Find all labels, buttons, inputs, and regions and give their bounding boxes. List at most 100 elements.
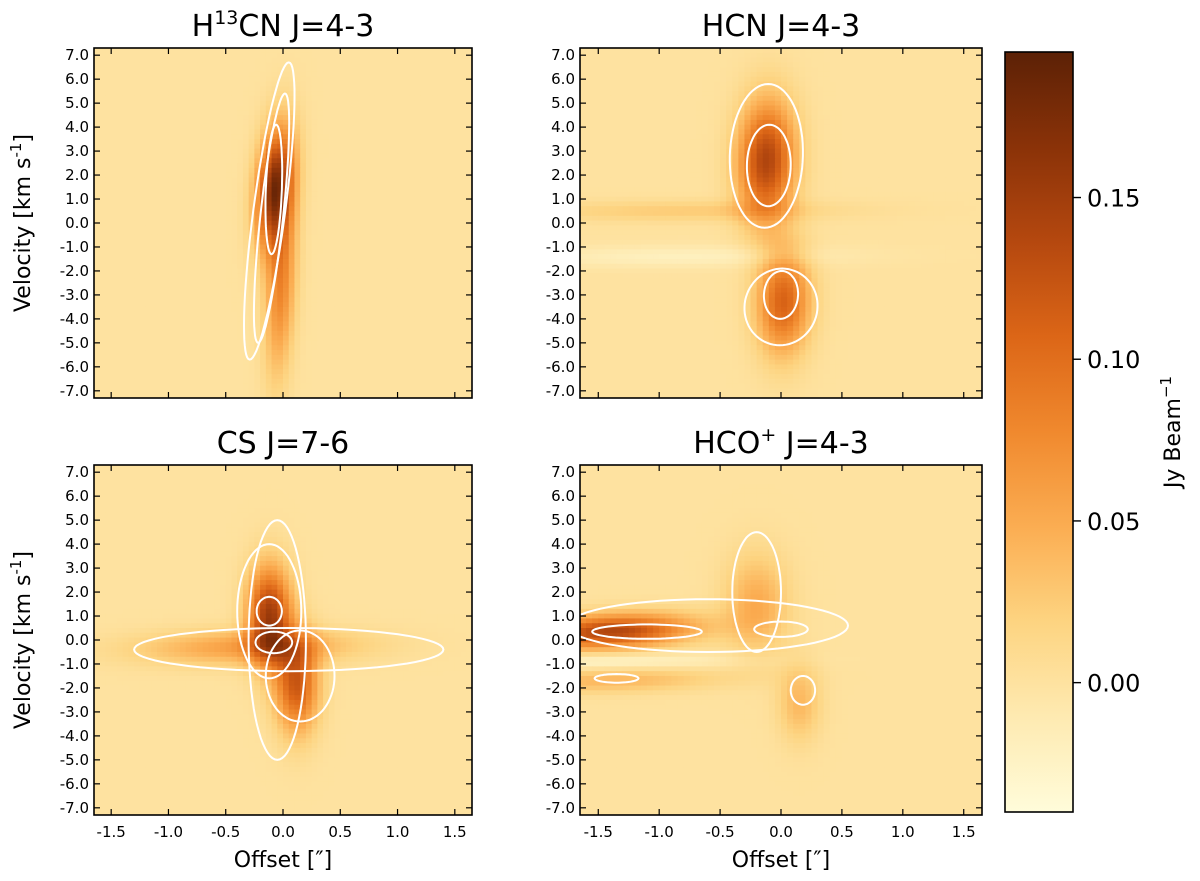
- heatmap-cell: [426, 254, 433, 260]
- heatmap-cell: [202, 134, 210, 140]
- heatmap-cell: [426, 350, 433, 356]
- heatmap-cell: [174, 364, 181, 370]
- heatmap-cell: [328, 119, 336, 126]
- heatmap-cell: [374, 354, 381, 361]
- heatmap-cell: [460, 201, 467, 207]
- heatmap-cell: [185, 335, 192, 342]
- heatmap-cell: [449, 81, 456, 87]
- heatmap-cell: [231, 163, 238, 169]
- heatmap-cell: [185, 62, 192, 68]
- heatmap-cell: [860, 48, 867, 54]
- y-tick-label: -2.0: [60, 262, 89, 280]
- heatmap-cell: [386, 326, 393, 332]
- heatmap-cell: [162, 124, 170, 131]
- heatmap-cell: [94, 119, 101, 126]
- heatmap-cell: [254, 364, 261, 370]
- heatmap-cell: [271, 182, 278, 188]
- heatmap-cell: [248, 163, 255, 169]
- heatmap-cell: [346, 86, 353, 92]
- heatmap-cell: [340, 153, 347, 159]
- heatmap-cell: [202, 143, 210, 150]
- heatmap-cell: [237, 374, 244, 380]
- heatmap-cell: [288, 71, 296, 78]
- heatmap-cell: [391, 206, 399, 212]
- heatmap-cell: [128, 393, 135, 398]
- heatmap-cell: [157, 100, 164, 107]
- heatmap-cell: [340, 129, 347, 135]
- heatmap-cell: [237, 119, 244, 126]
- heatmap-cell: [466, 354, 472, 361]
- heatmap-cell: [197, 297, 204, 303]
- heatmap-cell: [139, 187, 147, 193]
- heatmap-cell: [214, 62, 221, 68]
- heatmap-cell: [254, 225, 261, 231]
- heatmap-cell: [340, 57, 347, 63]
- heatmap-cell: [738, 52, 746, 59]
- heatmap-cell: [174, 124, 181, 131]
- heatmap-cell: [726, 48, 733, 54]
- heatmap-cell: [151, 153, 158, 159]
- heatmap-cell: [214, 191, 221, 198]
- heatmap-cell: [305, 191, 313, 198]
- heatmap-cell: [403, 110, 410, 116]
- heatmap-cell: [122, 321, 129, 327]
- heatmap-cell: [265, 378, 273, 385]
- heatmap-cell: [191, 282, 198, 289]
- heatmap-cell: [580, 48, 587, 54]
- heatmap-cell: [460, 100, 467, 107]
- heatmap-cell: [437, 234, 444, 241]
- heatmap-cell: [288, 196, 296, 203]
- heatmap-cell: [185, 321, 192, 327]
- heatmap-cell: [397, 258, 404, 265]
- heatmap-cell: [283, 378, 290, 385]
- heatmap-cell: [443, 172, 450, 179]
- heatmap-cell: [105, 321, 112, 327]
- heatmap-cell: [328, 105, 336, 111]
- heatmap-cell: [111, 115, 118, 121]
- heatmap-cell: [151, 383, 158, 390]
- heatmap-cell: [443, 201, 450, 207]
- heatmap-cell: [116, 57, 124, 63]
- heatmap-cell: [420, 57, 427, 63]
- heatmap-cell: [214, 163, 221, 169]
- heatmap-cell: [334, 335, 341, 342]
- heatmap-cell: [248, 124, 255, 131]
- heatmap-cell: [134, 148, 141, 155]
- heatmap-cell: [340, 330, 347, 337]
- heatmap-cell: [237, 57, 244, 63]
- heatmap-cell: [168, 119, 175, 126]
- heatmap-cell: [116, 335, 124, 342]
- heatmap-cell: [391, 258, 399, 265]
- heatmap-cell: [391, 326, 399, 332]
- heatmap-cell: [454, 330, 462, 337]
- heatmap-cell: [162, 335, 170, 342]
- heatmap-cell: [357, 369, 364, 375]
- heatmap-cell: [99, 393, 107, 398]
- heatmap-cell: [162, 196, 170, 203]
- heatmap-cell: [208, 258, 215, 265]
- heatmap-cell: [168, 311, 175, 318]
- heatmap-cell: [185, 254, 192, 260]
- heatmap-cell: [105, 182, 112, 188]
- heatmap-cell: [323, 369, 330, 375]
- heatmap-cell: [185, 239, 192, 246]
- heatmap-cell: [346, 57, 353, 63]
- heatmap-cell: [231, 124, 238, 131]
- heatmap-cell: [128, 191, 135, 198]
- heatmap-cell: [242, 182, 250, 188]
- heatmap-cell: [191, 129, 198, 135]
- heatmap-cell: [111, 139, 118, 145]
- heatmap-cell: [151, 369, 158, 375]
- heatmap-cell: [116, 364, 124, 370]
- heatmap-cell: [346, 172, 353, 179]
- heatmap-cell: [368, 287, 376, 294]
- heatmap-cell: [409, 383, 416, 390]
- heatmap-cell: [271, 57, 278, 63]
- heatmap-cell: [271, 335, 278, 342]
- heatmap-cell: [197, 177, 204, 183]
- heatmap-cell: [185, 258, 192, 265]
- heatmap-cell: [374, 302, 381, 308]
- heatmap-cell: [157, 95, 164, 102]
- heatmap-cell: [99, 388, 107, 394]
- heatmap-cell: [185, 244, 192, 250]
